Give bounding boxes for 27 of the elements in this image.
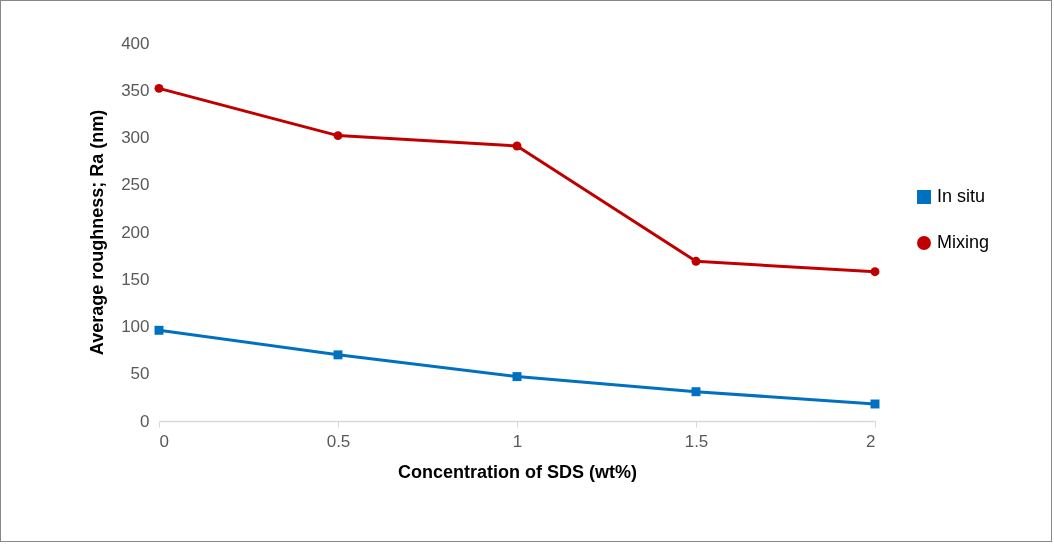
x-tick-label: 1	[512, 431, 523, 451]
point	[333, 131, 343, 141]
x-tick-label: 0	[159, 431, 169, 451]
point	[154, 83, 164, 93]
y-tick-label: 100	[121, 317, 150, 336]
y-tick-label: 200	[121, 222, 150, 242]
x-axis-title: Concentration of SDS (wt%)	[398, 461, 637, 482]
x-tick-label: 0.5	[326, 431, 351, 451]
legend-label: Mixing	[937, 232, 990, 252]
y-tick-label: 50	[130, 364, 150, 384]
y-tick-label: 400	[121, 33, 150, 53]
x-tick-label: 1.5	[684, 431, 709, 451]
point	[154, 325, 164, 335]
x-tick-label: 2	[866, 431, 876, 451]
point	[870, 267, 880, 277]
point	[691, 256, 701, 266]
y-tick-label: 150	[121, 269, 150, 289]
point	[691, 387, 701, 397]
y-tick-label: 300	[121, 128, 150, 147]
y-axis-title: Average roughness; Ra (nm)	[87, 109, 108, 356]
point	[512, 372, 522, 382]
y-tick-label: 0	[140, 411, 150, 431]
point	[512, 141, 522, 151]
y-tick-label: 350	[121, 80, 150, 100]
legend-label: In situ	[937, 186, 986, 206]
point	[333, 350, 343, 360]
y-tick-label: 250	[121, 175, 150, 195]
